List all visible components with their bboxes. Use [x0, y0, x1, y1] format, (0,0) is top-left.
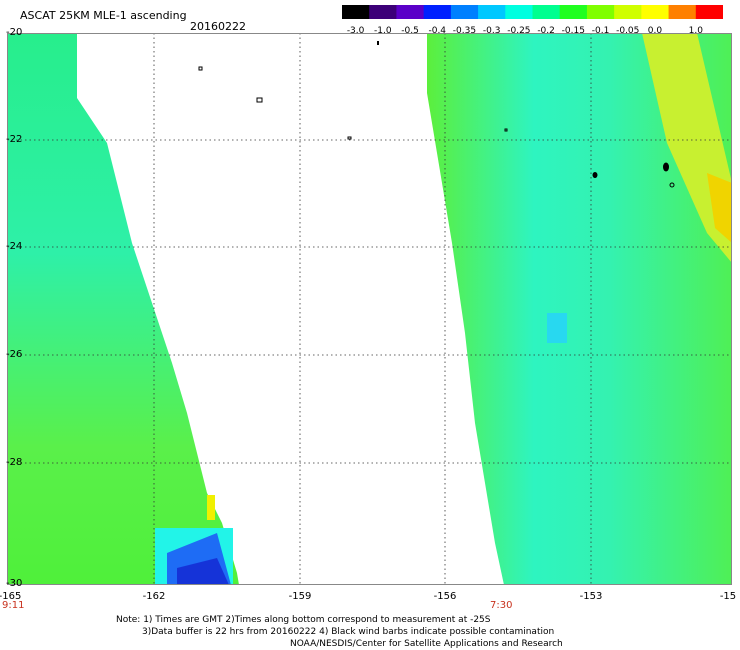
colorbar-label: -0.25 [507, 26, 531, 36]
lat-label-22: -22 [6, 134, 23, 145]
colorbar-segment [614, 5, 642, 19]
colorbar-label: -0.4 [428, 26, 447, 36]
colorbar-label: 1.0 [688, 26, 703, 36]
lat-label-20: -20 [6, 27, 23, 38]
graticule [7, 33, 732, 585]
island-outlines [198, 66, 675, 188]
lat-label-26: -26 [6, 349, 23, 360]
colorbar-segment [641, 5, 670, 19]
right-swath [427, 33, 732, 585]
product-date: 20160222 [190, 20, 246, 33]
lon-label-153: -153 [579, 591, 603, 602]
map-frame [7, 33, 732, 585]
tick-mark [377, 41, 379, 45]
product-title: ASCAT 25KM MLE-1 ascending [20, 9, 187, 22]
colorbar-segment [532, 5, 561, 19]
colorbar-label: -1.0 [374, 26, 392, 36]
right-swath-orange-patch [707, 173, 732, 243]
colorbar-segment [342, 5, 370, 19]
colorbar-label: -0.2 [537, 26, 555, 36]
colorbar-label: -0.1 [591, 26, 610, 36]
colorbar-label: 0.0 [647, 26, 663, 36]
lon-label-165: -165 [0, 591, 22, 602]
colorbar-label: -0.35 [452, 26, 477, 36]
colorbar-label: -0.05 [616, 26, 640, 36]
left-swath-deep-blue [177, 558, 229, 585]
lat-label-24: -24 [6, 241, 23, 252]
colorbar-segment [369, 5, 397, 19]
pass-time-left: 9:11 [2, 600, 25, 611]
lon-label-156: -156 [433, 591, 457, 602]
note-line-1: Note: 1) Times are GMT 2)Times along bot… [116, 615, 491, 625]
colorbar-segment [478, 5, 506, 19]
colorbar-segment [559, 5, 588, 19]
colorbar-label: -0.15 [561, 26, 585, 36]
note-line-3: NOAA/NESDIS/Center for Satellite Applica… [290, 639, 563, 649]
colorbar-segment [586, 5, 615, 19]
colorbar-segment [505, 5, 533, 19]
colorbar-segment [668, 5, 697, 19]
right-swath-blue-spot [547, 313, 567, 343]
colorbar-segment [695, 5, 723, 19]
colorbar-segment [423, 5, 452, 19]
colorbar [342, 5, 723, 19]
lon-label-159: -159 [288, 591, 312, 602]
right-swath-yellow-patch [642, 33, 732, 263]
lat-label-28: -28 [6, 457, 23, 468]
colorbar-segment [396, 5, 425, 19]
pass-time-right: 7:30 [490, 600, 513, 611]
left-swath [7, 33, 239, 585]
colorbar-label: -3.0 [346, 26, 365, 36]
colorbar-segment [450, 5, 479, 19]
lon-label-162: -162 [142, 591, 166, 602]
lon-label-150: -15 [719, 591, 737, 602]
left-swath-yellow [207, 495, 215, 520]
lat-label-30: -30 [6, 578, 23, 589]
wind-swath-map [7, 33, 732, 585]
colorbar-label: -0.3 [482, 26, 501, 36]
note-line-2: 3)Data buffer is 22 hrs from 20160222 4)… [142, 627, 555, 637]
colorbar-label: -0.5 [401, 26, 419, 36]
